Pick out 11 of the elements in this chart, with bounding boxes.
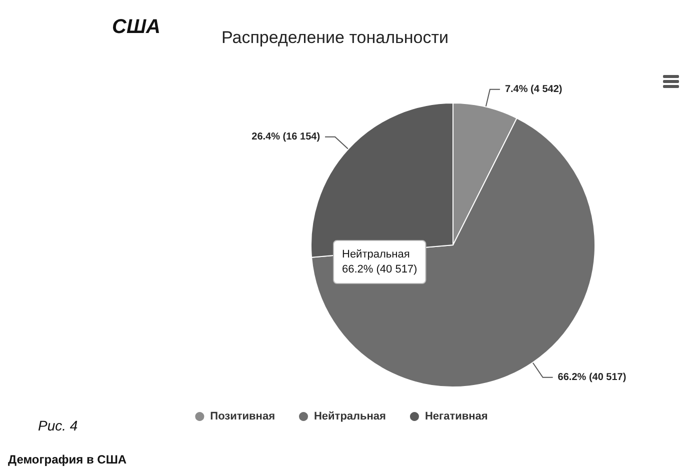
data-label: 7.4% (4 542) [504, 84, 562, 95]
text: Нейтральная 66.2% (40 517) [342, 248, 418, 276]
legend-label: Позитивная [210, 410, 275, 422]
data-label: 26.4% (16 154) [252, 131, 320, 142]
legend-label: Нейтральная [314, 410, 386, 422]
text: Рис. 4 [38, 418, 78, 434]
text: Демография в США [8, 452, 127, 466]
chart-title: Распределение тональности [221, 28, 449, 47]
legend-label: Негативная [424, 410, 488, 422]
text: США [112, 16, 160, 38]
data-label: 66.2% (40 517) [558, 372, 626, 383]
